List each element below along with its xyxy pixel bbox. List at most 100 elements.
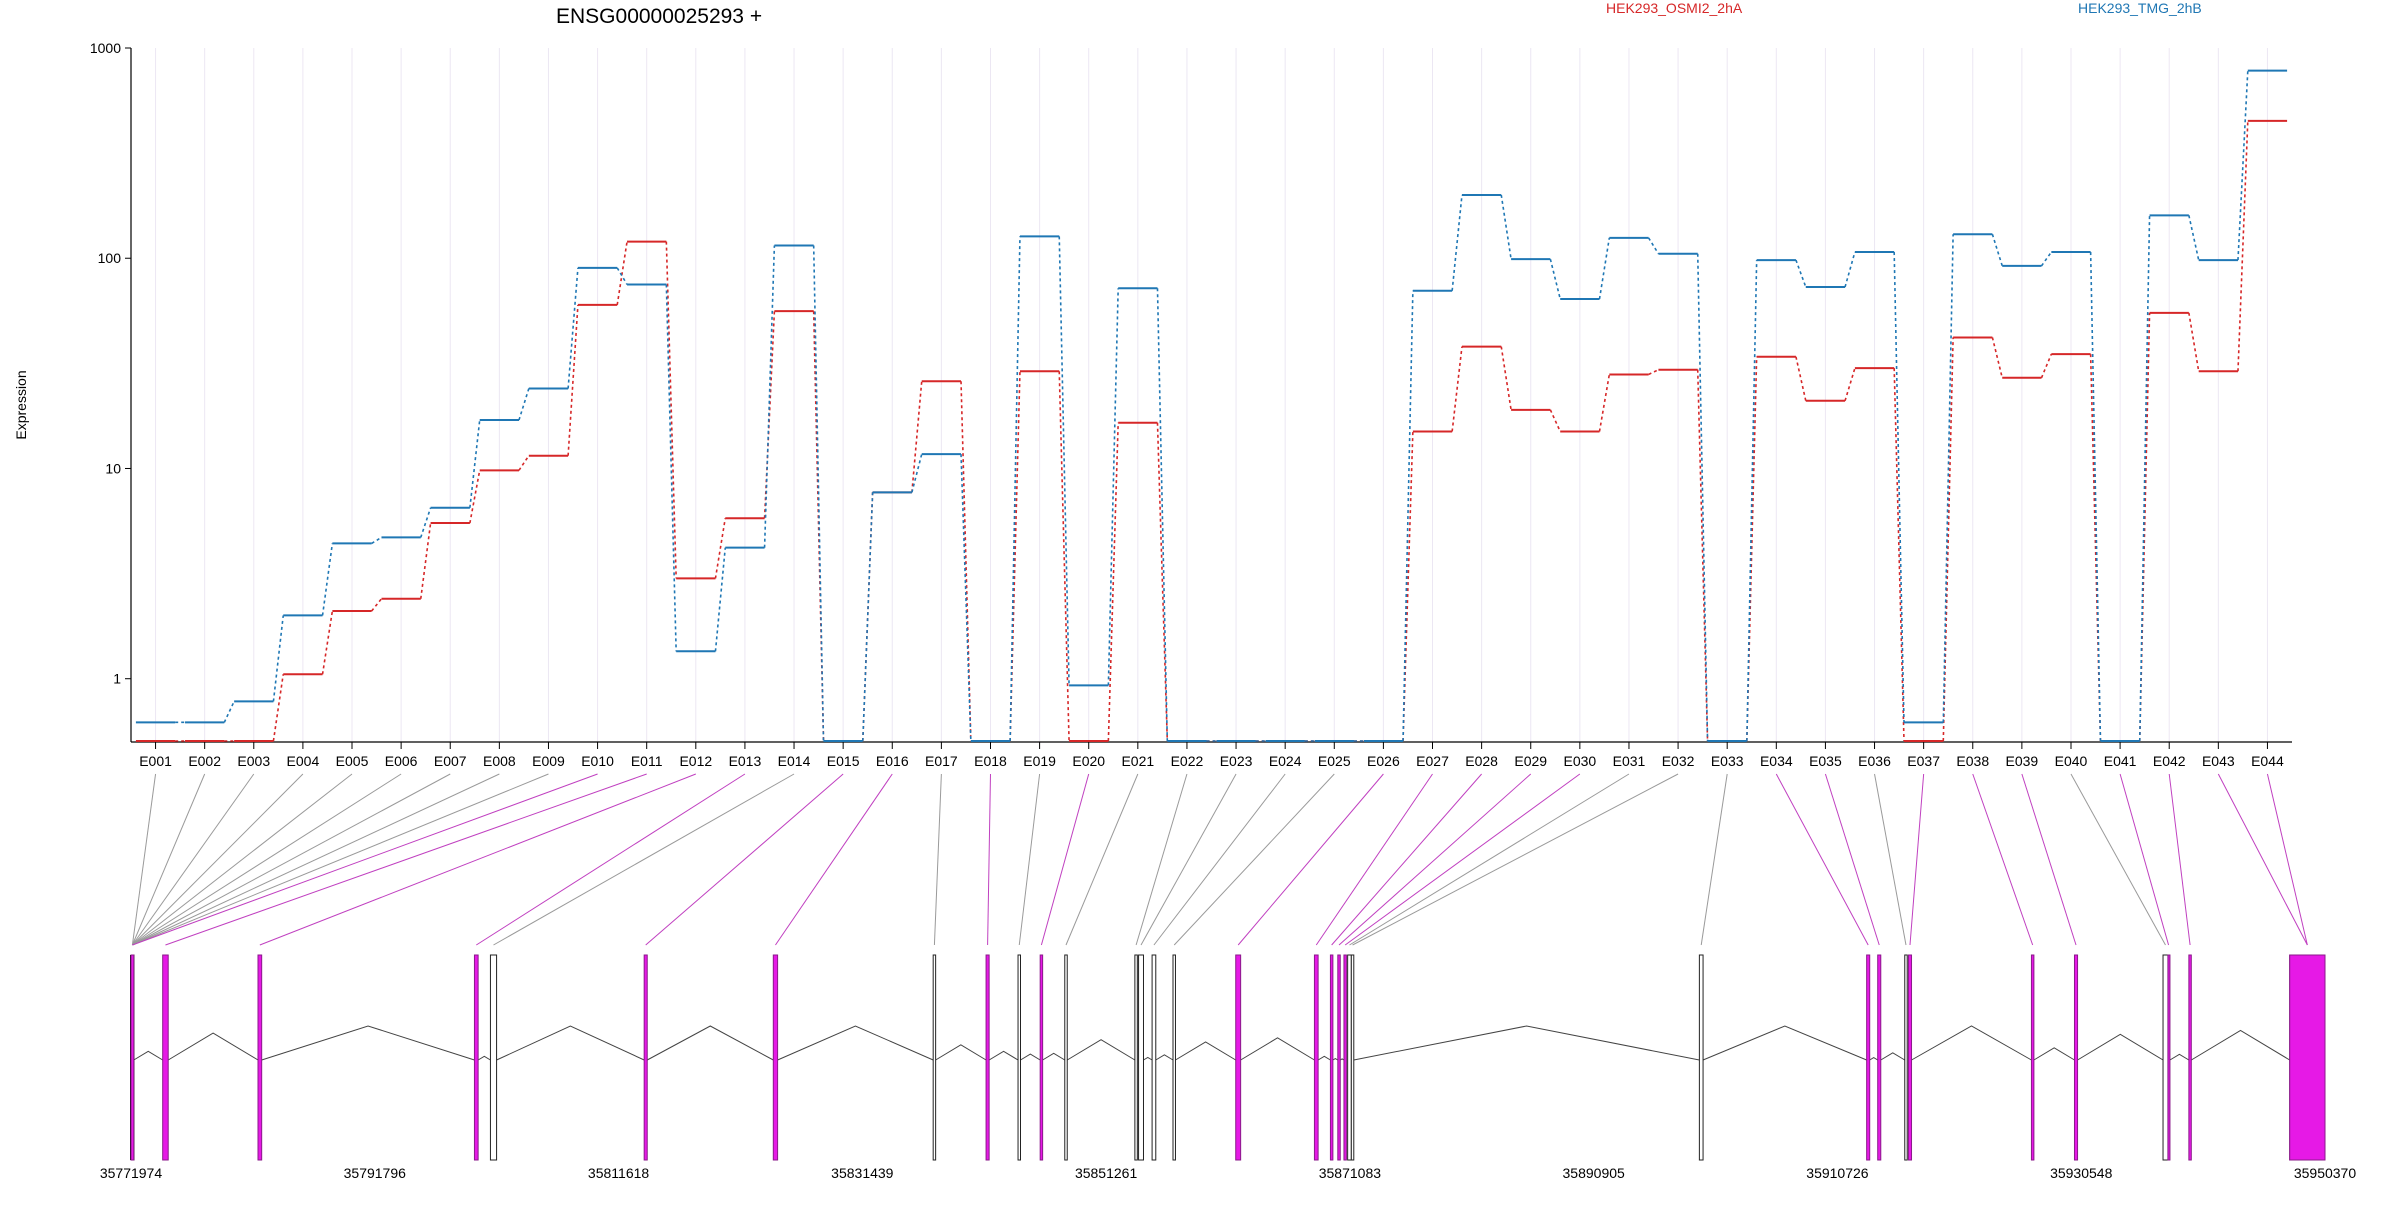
exon-connector — [132, 773, 549, 946]
series-transition — [960, 454, 972, 742]
y-tick-label: 1000 — [90, 40, 121, 56]
intron-chevron — [1175, 1041, 1236, 1061]
exon-connector — [1874, 773, 1907, 946]
series-transition — [272, 615, 285, 702]
exon-block — [1235, 954, 1242, 1161]
series-transition — [420, 507, 432, 538]
exon-connector — [1349, 773, 1630, 946]
x-tick-label: E015 — [827, 753, 860, 769]
exon-block — [1172, 954, 1176, 1161]
series-transition — [714, 518, 727, 579]
exon-block — [932, 954, 937, 1161]
series-transition — [665, 284, 677, 652]
y-tick-label: 100 — [98, 250, 122, 266]
series-transition — [1500, 346, 1512, 410]
exon-connector — [2266, 773, 2308, 946]
exon-block — [473, 954, 479, 1161]
exon-connector — [132, 773, 353, 946]
exon-block — [643, 954, 648, 1161]
series-transition — [1402, 431, 1414, 742]
exon-connector — [132, 773, 304, 946]
series-transition — [812, 311, 825, 742]
x-tick-label: E022 — [1171, 753, 1204, 769]
x-tick-label: E033 — [1711, 753, 1744, 769]
series-transition — [1156, 422, 1169, 742]
intron-chevron — [496, 1025, 645, 1061]
exon-connector — [1972, 773, 2034, 946]
exon-block — [1337, 954, 1341, 1161]
x-tick-label: E039 — [2006, 753, 2039, 769]
series-layer — [135, 69, 2288, 742]
series-transition — [714, 547, 727, 652]
x-tick-label: E020 — [1072, 753, 1105, 769]
x-tick-label: E017 — [925, 753, 958, 769]
coordinate-label: 35791796 — [344, 1165, 407, 1181]
x-tick-label: E010 — [581, 753, 614, 769]
exon-connector — [1775, 773, 1869, 946]
intron-chevron — [1143, 1056, 1153, 1061]
exon-block — [2073, 954, 2079, 1161]
x-tick-label: E029 — [1514, 753, 1547, 769]
series-transition — [1696, 253, 1709, 742]
x-tick-label: E002 — [188, 753, 221, 769]
intron-chevron — [1020, 1053, 1041, 1061]
series-transition — [1991, 234, 2003, 267]
intron-chevron — [1340, 1058, 1345, 1061]
series-transition — [1402, 290, 1414, 742]
series-1 — [135, 119, 2288, 742]
series-transition — [1893, 368, 1905, 742]
series-transition — [2089, 354, 2102, 742]
series-transition — [2089, 252, 2102, 742]
exon-block — [1313, 954, 1319, 1161]
series-transition — [911, 381, 923, 493]
series-transition — [812, 245, 825, 742]
intron-chevron — [1042, 1052, 1066, 1061]
exon-connector — [1140, 773, 1237, 946]
series-transition — [1451, 346, 1463, 432]
exon-block — [1343, 954, 1347, 1161]
exon-connector — [1315, 773, 1433, 946]
series-transition — [616, 241, 628, 306]
series-transition — [371, 598, 383, 612]
intron-chevron — [1911, 1025, 2032, 1061]
exon-block — [1064, 954, 1068, 1161]
exon-connector — [132, 773, 500, 946]
exon-connector — [1352, 773, 1679, 946]
intron-chevron — [2033, 1047, 2075, 1061]
exon-block — [130, 954, 135, 1161]
exon-connector — [2217, 773, 2308, 946]
exon-block — [2030, 954, 2035, 1161]
exon-connector — [645, 773, 844, 946]
exon-block — [1039, 954, 1044, 1161]
series-transition — [1746, 260, 1758, 742]
x-tick-label: E031 — [1613, 753, 1646, 769]
series-transition — [1598, 237, 1611, 300]
series-transition — [1991, 337, 2004, 378]
x-tick-label: E001 — [139, 753, 172, 769]
x-tick-label: E012 — [679, 753, 712, 769]
series-transition — [1451, 194, 1463, 291]
exon-connector — [1344, 773, 1581, 946]
series-transition — [1795, 356, 1807, 401]
exon-connector — [131, 773, 206, 946]
intron-chevron — [1066, 1039, 1136, 1061]
series-transition — [567, 304, 579, 456]
series-transition — [2237, 70, 2249, 261]
x-tick-label: E009 — [532, 753, 565, 769]
series-transition — [1598, 374, 1611, 432]
exon-connector — [2021, 773, 2077, 946]
x-tick-label: E003 — [237, 753, 270, 769]
series-transition — [272, 674, 285, 742]
series-transition — [223, 701, 235, 723]
x-tick-label: E004 — [287, 753, 320, 769]
series-transition — [1500, 194, 1512, 260]
series-transition — [1549, 409, 1561, 432]
x-tick-label: E028 — [1465, 753, 1498, 769]
exon-block — [1138, 954, 1144, 1161]
series-transition — [1107, 422, 1119, 742]
coordinate-label: 35930548 — [2050, 1165, 2113, 1181]
exon-block — [2167, 954, 2171, 1161]
exon-connector — [2070, 773, 2166, 946]
